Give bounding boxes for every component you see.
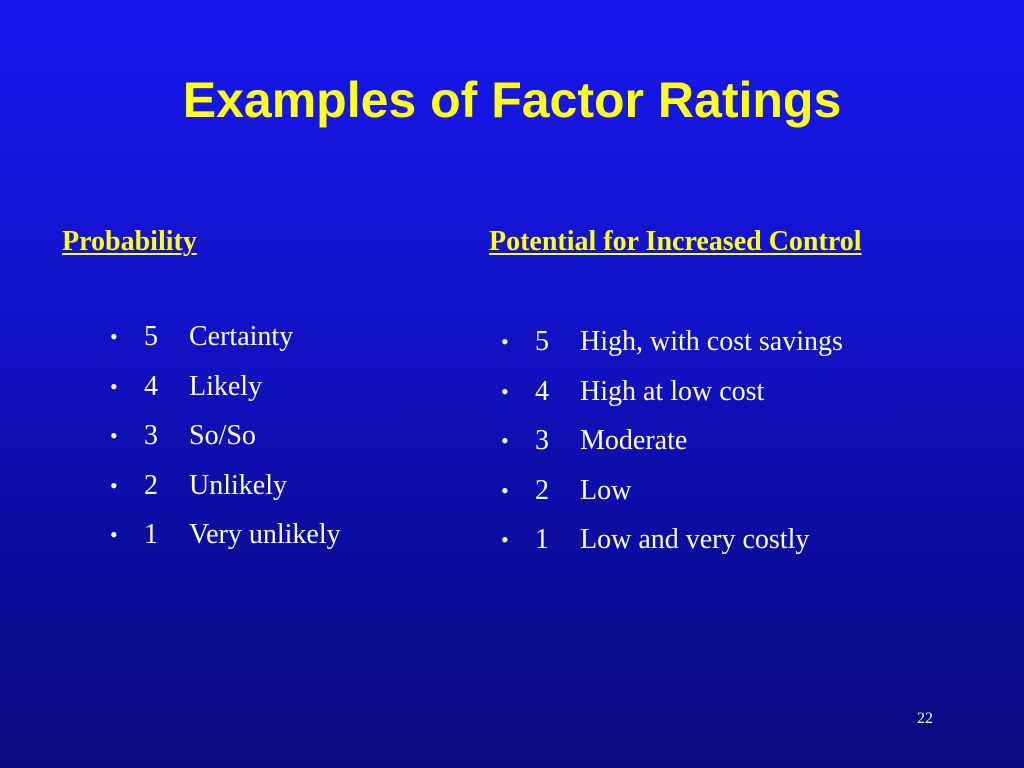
list-item: • 1 Very unlikely <box>110 518 341 568</box>
list-item: • 4 High at low cost <box>501 375 843 425</box>
rating-label: High at low cost <box>580 375 765 407</box>
rating-value: 5 <box>535 326 549 357</box>
rating-label: So/So <box>189 420 256 451</box>
rating-label: Moderate <box>580 425 688 456</box>
probability-heading: Probability <box>62 226 197 257</box>
rating-label: Unlikely <box>189 469 287 501</box>
bullet-icon: • <box>501 329 509 354</box>
rating-value: 3 <box>144 420 158 451</box>
rating-label: Low and very costly <box>580 524 810 555</box>
rating-label: Likely <box>189 370 263 402</box>
bullet-icon: • <box>501 428 509 453</box>
slide-title: Examples of Factor Ratings <box>182 72 842 128</box>
bullet-icon: • <box>110 373 118 399</box>
list-item: • 5 High, with cost savings <box>501 325 843 375</box>
rating-value: 4 <box>144 370 158 402</box>
bullet-icon: • <box>501 378 509 404</box>
bullet-icon: • <box>110 522 118 547</box>
rating-value: 2 <box>535 474 549 506</box>
list-item: • 1 Low and very costly <box>501 523 843 573</box>
bullet-icon: • <box>110 324 118 349</box>
control-list: • 5 High, with cost savings • 4 High at … <box>501 325 843 573</box>
list-item: • 2 Unlikely <box>110 469 341 519</box>
rating-value: 2 <box>144 469 158 501</box>
control-heading: Potential for Increased Control <box>489 226 862 257</box>
list-item: • 3 So/So <box>110 419 341 469</box>
bullet-icon: • <box>110 423 118 448</box>
rating-label: Low <box>580 474 632 506</box>
list-item: • 4 Likely <box>110 370 341 420</box>
rating-label: Very unlikely <box>189 519 341 550</box>
rating-value: 1 <box>535 524 549 555</box>
list-item: • 5 Certainty <box>110 320 341 370</box>
rating-label: Certainty <box>189 321 294 352</box>
bullet-icon: • <box>501 477 509 503</box>
list-item: • 3 Moderate <box>501 424 843 474</box>
list-item: • 2 Low <box>501 474 843 524</box>
probability-list: • 5 Certainty • 4 Likely • 3 So/So • 2 U… <box>110 320 341 568</box>
rating-value: 4 <box>535 375 549 407</box>
rating-value: 1 <box>144 519 158 550</box>
page-number: 22 <box>917 710 933 727</box>
rating-value: 5 <box>144 321 158 352</box>
rating-value: 3 <box>535 425 549 456</box>
rating-label: High, with cost savings <box>580 326 843 357</box>
bullet-icon: • <box>110 472 118 498</box>
bullet-icon: • <box>501 527 509 552</box>
